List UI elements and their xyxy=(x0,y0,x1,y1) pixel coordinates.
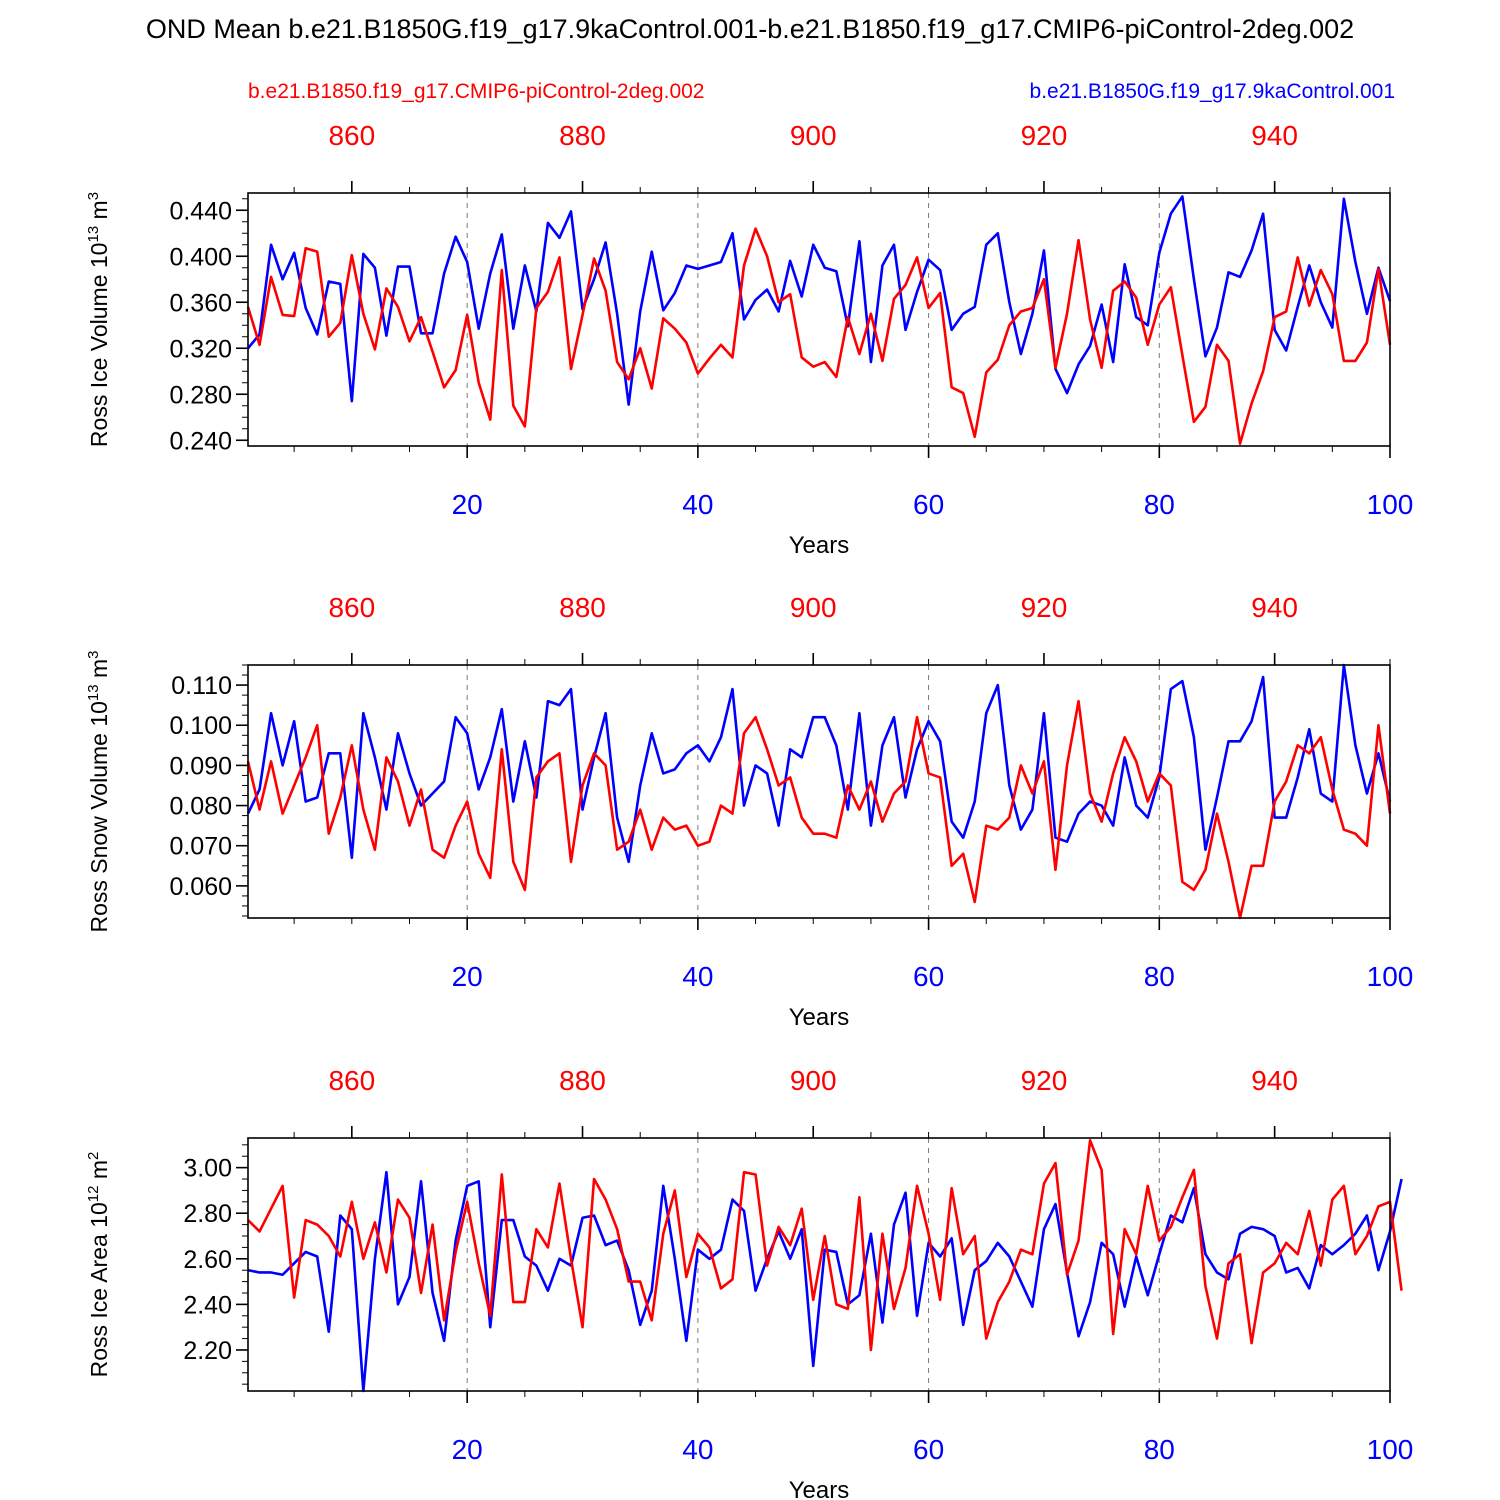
x-tick-label: 20 xyxy=(452,489,483,520)
x-tick-label: 40 xyxy=(682,1434,713,1465)
y-tick-label: 0.320 xyxy=(169,335,232,363)
top-tick-label: 940 xyxy=(1251,120,1298,151)
control-case-label: b.e21.B1850.f19_g17.CMIP6-piControl-2deg… xyxy=(248,80,705,103)
x-tick-label: 100 xyxy=(1367,1434,1414,1465)
top-tick-label: 880 xyxy=(559,1065,606,1096)
y-tick-label: 0.060 xyxy=(169,873,232,901)
top-tick-label: 860 xyxy=(328,120,375,151)
x-tick-label: 20 xyxy=(452,961,483,992)
experiment-case-label: b.e21.B1850G.f19_g17.9kaControl.001 xyxy=(1029,80,1395,103)
y-tick-label: 0.090 xyxy=(169,752,232,780)
y-axis-title: Ross Snow Volume 1013 m3 xyxy=(85,651,112,933)
y-tick-label: 0.440 xyxy=(169,197,232,225)
x-axis-title: Years xyxy=(789,1477,850,1500)
top-tick-label: 940 xyxy=(1251,1065,1298,1096)
chart-panel-1: 0.240 0.280 0.320 0.360 0.400 0.440 20 40 60 80 10… xyxy=(85,120,1413,559)
x-tick-label: 80 xyxy=(1144,489,1175,520)
top-tick-label: 920 xyxy=(1021,1065,1068,1096)
plot-frame xyxy=(247,664,1391,919)
top-tick-label: 920 xyxy=(1021,592,1068,623)
top-tick-label: 900 xyxy=(790,592,837,623)
top-tick-label: 940 xyxy=(1251,592,1298,623)
figure-title: OND Mean b.e21.B1850G.f19_g17.9kaControl… xyxy=(145,14,1355,44)
x-tick-label: 20 xyxy=(452,1434,483,1465)
y-tick-label: 0.100 xyxy=(169,712,232,740)
x-tick-label: 40 xyxy=(682,489,713,520)
series-line-9kaControl xyxy=(246,663,1392,864)
x-axis-title: Years xyxy=(789,532,850,559)
chart-panel-3: 2.20 2.40 2.60 2.80 3.00 20 40 60 80 100 860 880 900… xyxy=(85,1065,1413,1500)
top-tick-label: 860 xyxy=(328,592,375,623)
chart-panel-2: 0.060 0.070 0.080 0.090 0.100 0.110 20 40 60 80 10… xyxy=(85,592,1413,1031)
y-tick-label: 2.80 xyxy=(183,1200,232,1228)
top-tick-label: 900 xyxy=(790,1065,837,1096)
x-tick-label: 40 xyxy=(682,961,713,992)
top-tick-label: 920 xyxy=(1021,120,1068,151)
y-tick-label: 0.280 xyxy=(169,381,232,409)
series-line-piControl xyxy=(246,227,1392,446)
series-line-9kaControl xyxy=(247,195,1392,406)
y-tick-label: 0.400 xyxy=(169,243,232,271)
y-tick-label: 2.60 xyxy=(183,1246,232,1274)
top-tick-label: 880 xyxy=(559,120,606,151)
y-axis-title: Ross Ice Area 1012 m2 xyxy=(85,1152,112,1378)
top-tick-label: 880 xyxy=(559,592,606,623)
series-line-9kaControl xyxy=(247,1170,1403,1393)
top-tick-label: 900 xyxy=(790,120,837,151)
y-tick-label: 0.360 xyxy=(169,289,232,317)
y-axis-title: Ross Ice Volume 1013 m3 xyxy=(85,192,112,447)
series-line-piControl xyxy=(247,1138,1403,1352)
x-tick-label: 80 xyxy=(1144,1434,1175,1465)
y-tick-label: 0.240 xyxy=(169,427,232,455)
y-tick-label: 0.070 xyxy=(169,833,232,861)
x-axis-title: Years xyxy=(789,1004,850,1031)
series-line-piControl xyxy=(246,699,1392,920)
x-tick-label: 60 xyxy=(913,961,944,992)
top-tick-label: 860 xyxy=(328,1065,375,1096)
y-tick-label: 3.00 xyxy=(183,1155,232,1183)
y-tick-label: 0.110 xyxy=(171,672,232,700)
x-tick-label: 100 xyxy=(1367,489,1414,520)
x-tick-label: 60 xyxy=(913,489,944,520)
y-tick-label: 2.40 xyxy=(183,1291,232,1319)
plot-frame xyxy=(247,1137,1391,1392)
y-tick-label: 2.20 xyxy=(183,1337,232,1365)
y-tick-label: 0.080 xyxy=(169,793,232,821)
x-tick-label: 60 xyxy=(913,1434,944,1465)
plot-frame xyxy=(247,192,1391,447)
x-tick-label: 80 xyxy=(1144,961,1175,992)
x-tick-label: 100 xyxy=(1367,961,1414,992)
